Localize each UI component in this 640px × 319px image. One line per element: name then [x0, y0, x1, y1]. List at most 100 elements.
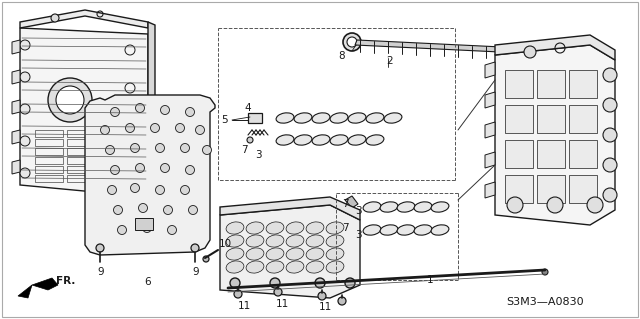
Bar — [99, 130, 127, 137]
Circle shape — [56, 86, 84, 114]
Ellipse shape — [294, 113, 312, 123]
Ellipse shape — [312, 135, 330, 145]
Ellipse shape — [286, 235, 304, 247]
Ellipse shape — [384, 113, 402, 123]
Bar — [99, 157, 127, 164]
Circle shape — [150, 123, 159, 132]
Circle shape — [20, 136, 30, 146]
Polygon shape — [20, 10, 148, 28]
Ellipse shape — [294, 135, 312, 145]
Polygon shape — [485, 92, 495, 108]
Bar — [537, 175, 565, 203]
Circle shape — [202, 145, 211, 154]
Bar — [537, 70, 565, 98]
Ellipse shape — [226, 235, 244, 247]
Polygon shape — [495, 45, 615, 225]
Ellipse shape — [414, 225, 432, 235]
Polygon shape — [12, 160, 20, 174]
Ellipse shape — [348, 113, 366, 123]
Circle shape — [138, 204, 147, 212]
Ellipse shape — [380, 225, 398, 235]
Ellipse shape — [363, 202, 381, 212]
Polygon shape — [485, 122, 495, 138]
Circle shape — [603, 68, 617, 82]
Bar — [569, 175, 597, 203]
Bar — [99, 139, 127, 146]
Ellipse shape — [330, 113, 348, 123]
Circle shape — [318, 292, 326, 300]
Polygon shape — [20, 28, 148, 197]
Ellipse shape — [431, 202, 449, 212]
Text: 3: 3 — [255, 150, 261, 160]
Circle shape — [100, 125, 109, 135]
Ellipse shape — [246, 222, 264, 234]
Circle shape — [118, 226, 127, 234]
Bar — [67, 139, 95, 146]
Circle shape — [131, 144, 140, 152]
Bar — [99, 148, 127, 155]
Circle shape — [191, 244, 199, 252]
Bar — [67, 166, 95, 173]
Circle shape — [189, 205, 198, 214]
Polygon shape — [495, 35, 615, 60]
Ellipse shape — [431, 225, 449, 235]
Polygon shape — [485, 62, 495, 78]
Circle shape — [587, 197, 603, 213]
Circle shape — [507, 197, 523, 213]
Circle shape — [270, 278, 280, 288]
Circle shape — [603, 158, 617, 172]
Polygon shape — [32, 278, 58, 290]
Text: FR.: FR. — [56, 276, 76, 286]
Circle shape — [136, 164, 145, 173]
Circle shape — [195, 125, 205, 135]
Circle shape — [108, 186, 116, 195]
Ellipse shape — [306, 261, 324, 273]
Ellipse shape — [306, 235, 324, 247]
Bar — [99, 166, 127, 173]
Circle shape — [20, 104, 30, 114]
Circle shape — [111, 108, 120, 116]
Circle shape — [274, 288, 282, 296]
Bar — [505, 70, 533, 98]
Ellipse shape — [397, 225, 415, 235]
Bar — [67, 148, 95, 155]
Circle shape — [20, 40, 30, 50]
Circle shape — [347, 37, 357, 47]
Polygon shape — [12, 130, 20, 144]
Ellipse shape — [326, 248, 344, 260]
Polygon shape — [12, 40, 20, 54]
Ellipse shape — [366, 113, 384, 123]
Bar — [35, 130, 63, 137]
Bar — [99, 175, 127, 182]
Bar — [67, 157, 95, 164]
Bar — [67, 175, 95, 182]
Text: 5: 5 — [221, 115, 227, 125]
Circle shape — [524, 46, 536, 58]
Text: 3: 3 — [355, 230, 362, 240]
Bar — [505, 140, 533, 168]
Ellipse shape — [246, 235, 264, 247]
Circle shape — [203, 256, 209, 262]
Ellipse shape — [397, 202, 415, 212]
Ellipse shape — [286, 261, 304, 273]
Ellipse shape — [366, 135, 384, 145]
Circle shape — [51, 14, 59, 22]
Bar — [537, 105, 565, 133]
Circle shape — [603, 188, 617, 202]
Circle shape — [143, 224, 152, 233]
Ellipse shape — [380, 202, 398, 212]
Polygon shape — [485, 182, 495, 198]
Circle shape — [338, 297, 346, 305]
Circle shape — [186, 166, 195, 174]
Circle shape — [247, 137, 253, 143]
Bar — [35, 139, 63, 146]
Ellipse shape — [246, 248, 264, 260]
Text: 4: 4 — [244, 103, 252, 113]
Circle shape — [20, 72, 30, 82]
Text: 7: 7 — [342, 223, 348, 233]
Polygon shape — [12, 70, 20, 84]
Text: 1: 1 — [427, 275, 433, 285]
Text: 10: 10 — [218, 239, 232, 249]
Circle shape — [131, 183, 140, 192]
Text: 11: 11 — [318, 302, 332, 312]
